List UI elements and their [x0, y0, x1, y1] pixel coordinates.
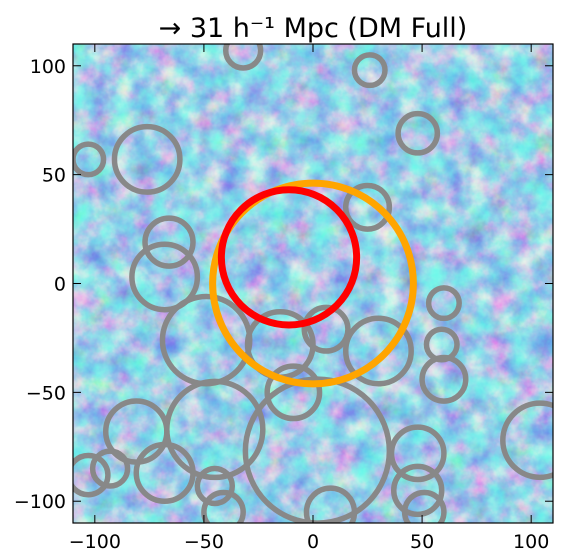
- x-tick-label: 50: [410, 531, 434, 553]
- gray-circle-11: [301, 304, 351, 354]
- x-tick-label: −50: [184, 531, 224, 553]
- gray-circle-0: [222, 44, 264, 71]
- axis-ticks: −100 −50 0 50 100 −100 −50 0 50 100: [14, 44, 553, 553]
- density-map-texture: [73, 44, 553, 523]
- y-tick-label: −100: [14, 491, 66, 513]
- gray-circle-21: [73, 452, 111, 498]
- plot-area: −100 −50 0 50 100 −100 −50 0 50 100: [14, 43, 554, 553]
- gray-circle-5: [342, 182, 393, 232]
- x-tick-label: 100: [513, 531, 549, 553]
- gray-circle-1: [351, 52, 388, 89]
- gray-circle-20: [500, 400, 553, 481]
- y-tick-label: 100: [30, 56, 66, 78]
- gray-circle-19: [388, 424, 447, 483]
- y-tick-label: 50: [42, 165, 66, 187]
- gray-circle-7: [129, 241, 201, 313]
- gray-circle-23: [133, 441, 196, 505]
- gray-circle-14: [419, 354, 469, 404]
- gray-circle-25: [390, 463, 445, 518]
- gray-circle-24: [194, 465, 236, 507]
- gray-circle-28: [401, 489, 447, 523]
- gray-circle-8: [425, 285, 462, 322]
- gray-circle-27: [303, 485, 358, 523]
- gray-circle-6: [142, 215, 196, 269]
- gray-circle-17: [164, 378, 266, 481]
- y-tick-label: 0: [54, 274, 66, 296]
- gray-circle-2: [395, 110, 441, 156]
- gray-circle-4: [111, 123, 183, 195]
- gray-circle-15: [264, 363, 323, 422]
- gray-circle-26: [201, 489, 246, 523]
- gray-circle-22: [89, 448, 131, 489]
- x-tick-label: −100: [69, 531, 121, 553]
- chart-title: → 31 h⁻¹ Mpc (DM Full): [159, 13, 468, 44]
- gray-circle-12: [342, 315, 414, 387]
- gray-circle-3: [73, 141, 107, 178]
- red-circle-0: [217, 186, 361, 329]
- x-tick-label: 0: [307, 531, 319, 553]
- orange-circle-0: [209, 179, 417, 388]
- circle-markers: [73, 44, 553, 523]
- y-tick-label: −50: [26, 382, 66, 404]
